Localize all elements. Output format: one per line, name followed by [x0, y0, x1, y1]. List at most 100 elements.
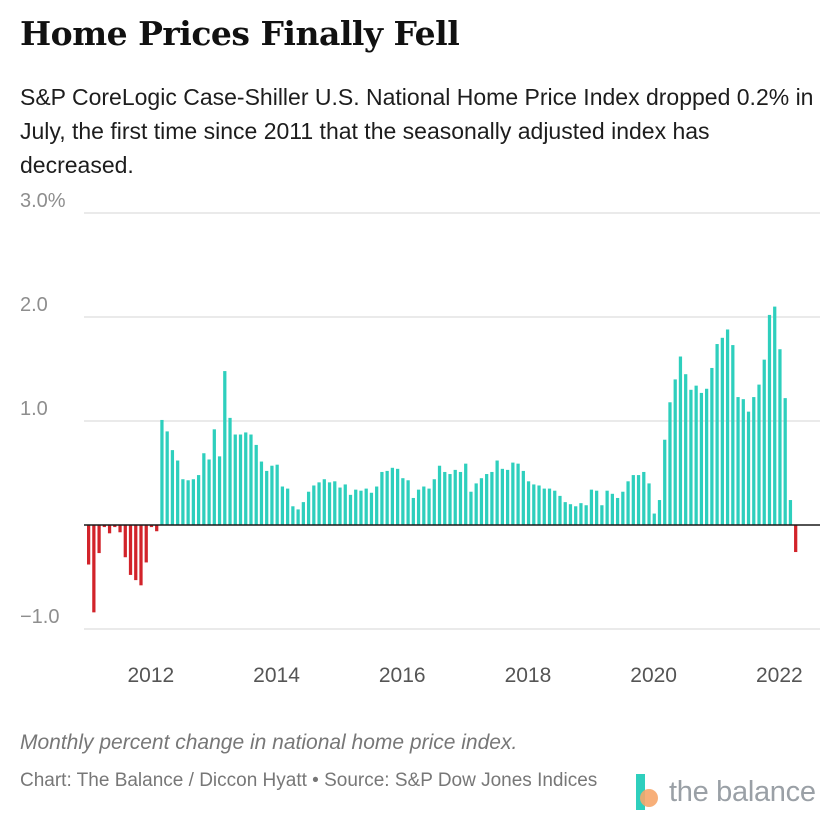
bar — [736, 397, 740, 525]
bar — [668, 402, 672, 525]
y-tick-label: 1.0 — [20, 398, 48, 420]
bar — [642, 471, 646, 525]
bar — [762, 359, 766, 525]
bar — [244, 432, 248, 525]
chart-note: Monthly percent change in national home … — [20, 731, 518, 754]
bar — [448, 474, 452, 525]
bar — [301, 502, 305, 525]
bar — [212, 429, 216, 525]
chart-area: −1.0 1.0 2.0 3.0% 2012 2014 2016 2018 2020 2022 — [20, 190, 820, 687]
bar — [333, 481, 337, 525]
bar — [767, 314, 772, 525]
bar — [406, 480, 410, 525]
bar — [280, 486, 285, 525]
bar — [155, 525, 159, 532]
bar — [233, 434, 237, 525]
bar — [390, 467, 395, 525]
bar — [348, 494, 353, 525]
x-tick-label: 2012 — [127, 664, 174, 687]
bar — [731, 345, 735, 525]
bar — [123, 525, 127, 558]
bar — [186, 480, 190, 525]
bar — [521, 470, 525, 525]
bar — [584, 505, 588, 525]
bar — [542, 488, 546, 525]
bar — [610, 493, 614, 525]
bar — [652, 513, 656, 525]
bar — [107, 525, 112, 534]
bar — [694, 385, 698, 525]
bar — [715, 344, 719, 525]
bar — [296, 509, 300, 525]
bar — [306, 491, 311, 525]
bar — [741, 399, 745, 525]
bar — [144, 525, 148, 563]
bar — [317, 482, 321, 525]
bar — [778, 349, 782, 525]
bar — [636, 475, 641, 525]
bar — [97, 525, 101, 554]
bar — [160, 419, 164, 525]
bar — [113, 525, 117, 528]
bar — [505, 469, 510, 525]
bar — [265, 470, 269, 525]
bar — [631, 475, 635, 525]
bar — [312, 485, 316, 525]
x-tick-label: 2016 — [379, 664, 426, 687]
bar — [385, 470, 389, 525]
bar — [401, 478, 405, 525]
bar — [437, 465, 442, 525]
bar — [490, 471, 494, 525]
x-tick-label: 2022 — [756, 664, 803, 687]
bar — [291, 506, 295, 525]
the-balance-logo[interactable]: the balance — [636, 772, 826, 816]
bar — [568, 504, 573, 525]
y-tick-label: −1.0 — [20, 606, 59, 628]
bar — [396, 468, 400, 525]
bar — [574, 506, 578, 525]
y-tick-label: 3.0% — [20, 190, 66, 212]
bar — [202, 453, 206, 525]
bar — [479, 478, 484, 525]
bar — [411, 497, 415, 525]
bar — [547, 488, 552, 525]
x-tick-label: 2014 — [253, 664, 300, 687]
bar — [720, 337, 724, 525]
bar — [626, 481, 630, 525]
bar — [275, 464, 279, 525]
bar — [139, 525, 143, 586]
bar — [657, 500, 662, 525]
bar — [705, 388, 709, 525]
bar — [684, 374, 688, 525]
y-tick-label: 2.0 — [20, 294, 48, 316]
bar — [746, 411, 751, 525]
bar — [783, 398, 787, 525]
bar — [254, 444, 258, 525]
bar — [621, 491, 625, 525]
bar — [485, 474, 489, 525]
bar — [563, 502, 567, 525]
bar — [102, 525, 106, 528]
bar — [595, 490, 599, 525]
bar — [537, 485, 541, 525]
bar — [453, 469, 457, 525]
bar — [375, 486, 379, 525]
bar — [500, 468, 504, 525]
logo-mark-icon — [636, 774, 658, 810]
bar — [757, 384, 761, 525]
bar — [689, 389, 693, 525]
bar — [422, 486, 426, 525]
bar — [427, 488, 431, 525]
bar — [338, 487, 342, 525]
bar — [87, 525, 91, 565]
bar — [228, 417, 232, 525]
bar — [128, 525, 133, 575]
bar — [270, 465, 274, 525]
bar — [259, 461, 264, 525]
bar — [380, 471, 384, 525]
bar — [217, 456, 222, 525]
bar — [589, 489, 594, 525]
bar — [134, 525, 138, 581]
bar — [773, 306, 777, 525]
bar — [532, 484, 536, 525]
